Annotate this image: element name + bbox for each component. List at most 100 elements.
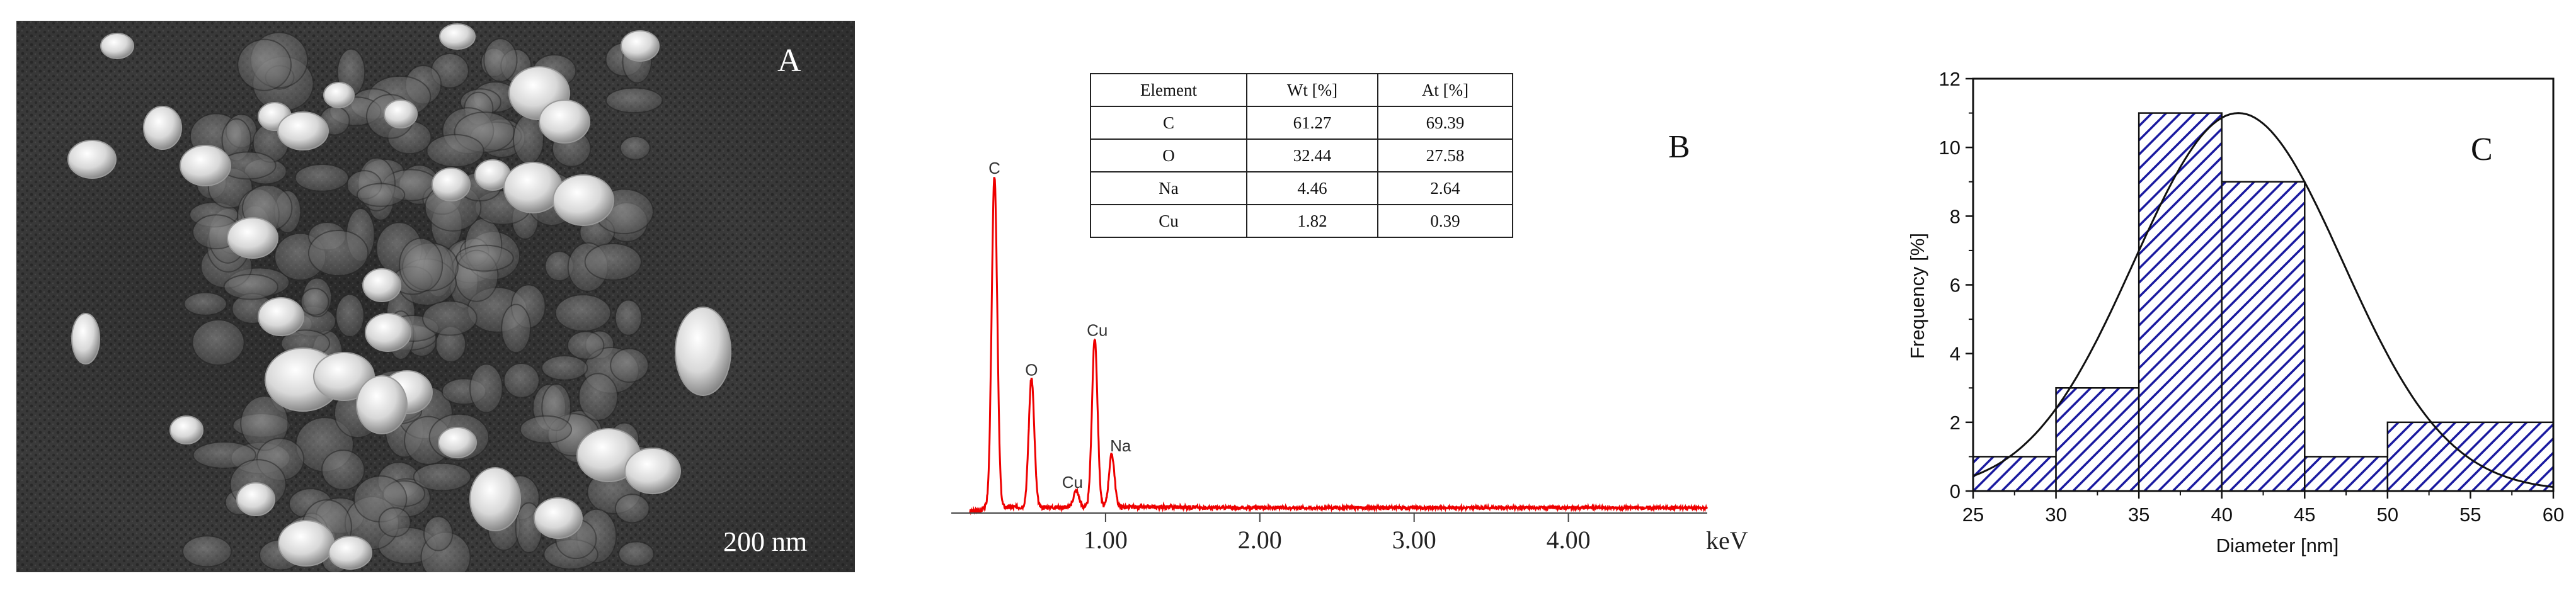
sem-grain xyxy=(378,507,411,538)
edx-peak-labels: C O Cu Na Cu xyxy=(988,159,1131,492)
histogram-x-tick-label: 45 xyxy=(2294,504,2315,526)
sem-particle xyxy=(258,297,304,336)
histogram-bar xyxy=(2221,181,2306,492)
sem-grain xyxy=(619,135,651,161)
sem-grain xyxy=(578,373,619,421)
table-cell: 69.39 xyxy=(1377,106,1513,140)
histogram-x-tick-label: 55 xyxy=(2459,504,2481,526)
sem-grain xyxy=(519,415,573,444)
histogram-y-tick-label: 0 xyxy=(1950,480,1961,502)
edx-peak-label: O xyxy=(1025,360,1038,379)
histogram-bar xyxy=(2304,456,2389,492)
histogram-x-tick-label: 40 xyxy=(2211,504,2232,526)
sem-grain xyxy=(237,38,292,91)
sem-particle xyxy=(362,268,401,302)
edx-x-ticks: 1.00 2.00 3.00 4.00 xyxy=(1084,513,1591,554)
histogram-bar xyxy=(2386,421,2555,492)
edx-peak-label: C xyxy=(988,159,1000,178)
size-distribution-panel: 25 30 35 40 45 50 55 60 0 2 4 6 8 10 12 Diameter [nm]… xyxy=(1884,38,2570,589)
histogram-y-tick-label: 6 xyxy=(1950,274,1961,296)
sem-particle xyxy=(169,415,203,444)
sem-grain xyxy=(618,541,655,567)
histogram-x-tick-label: 30 xyxy=(2045,504,2066,526)
histogram-bar xyxy=(1972,456,2057,492)
sem-particle xyxy=(277,111,329,150)
sem-grain xyxy=(584,242,643,281)
histogram-x-tick-label: 60 xyxy=(2543,504,2564,526)
sem-grain xyxy=(503,363,540,398)
edx-spectrum-trace xyxy=(969,177,1708,516)
histogram-x-tick-label: 35 xyxy=(2128,504,2150,526)
edx-peak-label: Na xyxy=(1110,436,1131,455)
panel-a-label: A xyxy=(777,43,801,79)
sem-grain xyxy=(554,294,612,332)
sem-grain xyxy=(294,163,350,192)
histogram-y-axis-label: Frequency [%] xyxy=(1906,233,1928,359)
sem-particle xyxy=(67,140,117,179)
table-cell: 4.46 xyxy=(1246,171,1378,205)
edx-peak-label: Cu xyxy=(1087,320,1108,339)
sem-grain xyxy=(192,319,245,366)
sem-grain xyxy=(541,355,588,381)
table-cell: Na xyxy=(1090,171,1247,205)
sem-grain xyxy=(223,274,278,300)
sem-grain xyxy=(614,494,650,524)
edx-x-tick-label: 2.00 xyxy=(1238,526,1282,554)
sem-grain xyxy=(610,347,650,383)
sem-particle xyxy=(323,82,355,108)
sem-particle xyxy=(278,520,335,567)
histogram-x-tick-label: 50 xyxy=(2377,504,2398,526)
sem-grain xyxy=(422,300,478,336)
histogram-bar xyxy=(2138,112,2223,492)
sem-particle xyxy=(227,217,278,259)
sem-grain xyxy=(413,462,472,492)
sem-particle xyxy=(534,497,583,539)
sem-grain xyxy=(183,291,227,316)
sem-particle xyxy=(356,375,408,434)
sem-particle xyxy=(365,313,411,352)
table-header-cell: Wt [%] xyxy=(1246,73,1378,107)
histogram-y-tick-label: 2 xyxy=(1950,412,1961,434)
sem-particle xyxy=(621,30,660,62)
table-row: C 61.27 69.39 xyxy=(1090,106,1513,140)
sem-particle xyxy=(143,106,182,150)
sem-particle xyxy=(438,427,477,458)
panel-c-label: C xyxy=(2471,132,2493,167)
table-cell: 61.27 xyxy=(1246,106,1378,140)
sem-grain xyxy=(483,38,518,82)
sem-grain xyxy=(335,293,365,337)
edx-x-tick-label: 3.00 xyxy=(1392,526,1436,554)
table-header-row: Element Wt [%] At [%] xyxy=(1090,73,1513,107)
histogram-bars xyxy=(1972,112,2555,492)
histogram-bar xyxy=(2055,387,2140,492)
sem-grain xyxy=(300,288,329,316)
sem-grain xyxy=(356,183,406,207)
table-cell: 0.39 xyxy=(1377,204,1513,238)
sem-particle xyxy=(552,174,614,226)
sem-grain xyxy=(614,299,643,336)
edx-x-tick-label: 1.00 xyxy=(1084,526,1128,554)
histogram-y-tick-label: 4 xyxy=(1950,343,1961,365)
edx-spectrum-line xyxy=(969,177,1708,516)
sem-particle xyxy=(328,536,372,570)
sem-grain xyxy=(501,303,532,354)
table-cell: C xyxy=(1090,106,1247,140)
sem-grain xyxy=(399,237,444,293)
edx-peak-label: Cu xyxy=(1062,473,1083,492)
sem-grain xyxy=(469,363,503,414)
table-cell: Cu xyxy=(1090,204,1247,238)
histogram-y-tick-label: 12 xyxy=(1939,68,1961,90)
sem-grain xyxy=(455,244,514,272)
sem-grain xyxy=(423,516,454,551)
sem-particle xyxy=(439,23,476,50)
sem-grain xyxy=(566,330,605,360)
histogram-y-tick-label: 10 xyxy=(1939,137,1961,159)
histogram-y-tick-label: 8 xyxy=(1950,205,1961,227)
edx-spectrum-panel: 1.00 2.00 3.00 4.00 C O Cu Na Cu keV B Element … xyxy=(945,38,1751,579)
edx-x-axis-label: keV xyxy=(1706,526,1748,555)
panel-b-label: B xyxy=(1668,129,1690,165)
table-row: Na 4.46 2.64 xyxy=(1090,171,1513,205)
histogram-y-ticks: 0 2 4 6 8 10 12 xyxy=(1939,68,1973,502)
sem-grain xyxy=(321,449,365,490)
edx-x-tick-label: 4.00 xyxy=(1547,526,1591,554)
